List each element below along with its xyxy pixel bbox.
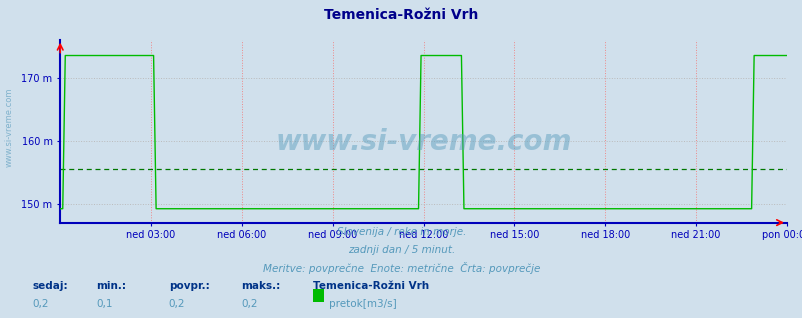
Text: www.si-vreme.com: www.si-vreme.com [5, 87, 14, 167]
Text: 0,2: 0,2 [241, 299, 257, 309]
Text: Meritve: povprečne  Enote: metrične  Črta: povprečje: Meritve: povprečne Enote: metrične Črta:… [262, 262, 540, 274]
Text: Slovenija / reke in morje.: Slovenija / reke in morje. [336, 227, 466, 237]
Text: 0,2: 0,2 [32, 299, 49, 309]
Text: pretok[m3/s]: pretok[m3/s] [329, 299, 396, 309]
Text: 0,1: 0,1 [96, 299, 113, 309]
Text: maks.:: maks.: [241, 281, 280, 291]
Text: povpr.:: povpr.: [168, 281, 209, 291]
Text: zadnji dan / 5 minut.: zadnji dan / 5 minut. [347, 245, 455, 255]
Text: Temenica-Rožni Vrh: Temenica-Rožni Vrh [324, 8, 478, 22]
Text: 0,2: 0,2 [168, 299, 185, 309]
Text: min.:: min.: [96, 281, 126, 291]
Text: sedaj:: sedaj: [32, 281, 67, 291]
Text: www.si-vreme.com: www.si-vreme.com [275, 128, 571, 156]
Text: Temenica-Rožni Vrh: Temenica-Rožni Vrh [313, 281, 429, 291]
